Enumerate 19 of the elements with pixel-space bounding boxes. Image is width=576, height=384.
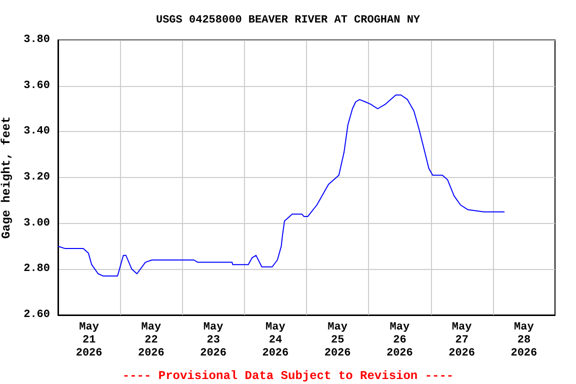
y-tick-label: 3.80 [24,34,50,46]
y-tick-label: 3.00 [24,217,50,230]
y-tick-label: 3.40 [24,126,50,138]
x-tick-label: May 22 2026 [138,322,164,360]
y-tick-label: 2.60 [24,309,50,321]
y-tick-label: 3.60 [24,80,50,92]
x-tick-label: May 24 2026 [262,322,289,360]
x-tick-label: May 23 2026 [200,322,227,360]
x-tick-label: May 21 2026 [76,322,102,360]
chart-title: USGS 04258000 BEAVER RIVER AT CROGHAN NY [156,14,420,26]
text: ---- Provisional Data Subject to Revision ---- [122,369,454,383]
x-tick-label: May 28 2026 [510,322,538,360]
x-tick-label: May 27 2026 [448,322,476,360]
line-series [58,94,506,277]
y-tick-label: 3.20 [24,172,50,184]
x-tick-label: May 25 2026 [324,322,351,360]
x-tick-label: May 26 2026 [386,322,413,360]
y-tick-label: 2.80 [24,263,50,276]
y-axis-title: Gage height, feet [0,116,14,239]
